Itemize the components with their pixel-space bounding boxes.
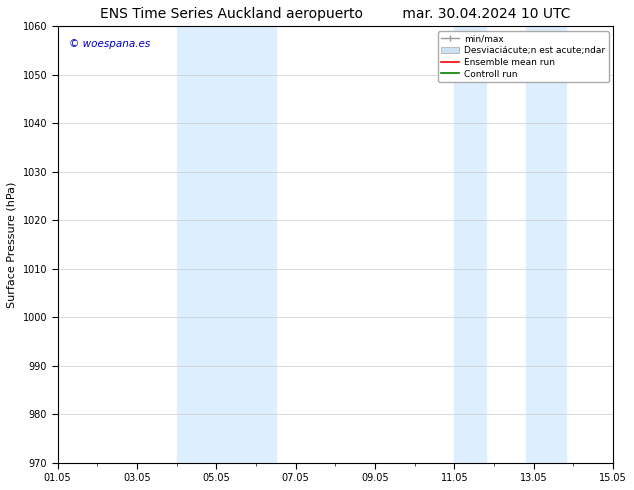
Title: ENS Time Series Auckland aeropuerto         mar. 30.04.2024 10 UTC: ENS Time Series Auckland aeropuerto mar.… bbox=[100, 7, 571, 21]
Bar bbox=[177, 26, 276, 463]
Bar bbox=[526, 26, 566, 463]
Y-axis label: Surface Pressure (hPa): Surface Pressure (hPa) bbox=[7, 181, 17, 308]
Bar bbox=[455, 26, 486, 463]
Text: © woespana.es: © woespana.es bbox=[68, 39, 150, 49]
Legend: min/max, Desviaciácute;n est acute;ndar, Ensemble mean run, Controll run: min/max, Desviaciácute;n est acute;ndar,… bbox=[437, 31, 609, 82]
